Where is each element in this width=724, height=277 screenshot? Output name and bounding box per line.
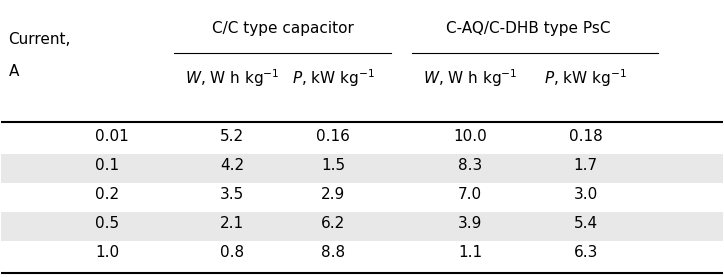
Text: 1.0: 1.0: [95, 245, 119, 260]
Text: 3.0: 3.0: [573, 187, 598, 202]
Text: 0.5: 0.5: [95, 216, 119, 231]
Text: 5.4: 5.4: [573, 216, 597, 231]
Text: 0.2: 0.2: [95, 187, 119, 202]
Text: 6.3: 6.3: [573, 245, 598, 260]
Text: 6.2: 6.2: [321, 216, 345, 231]
Text: 0.1: 0.1: [95, 158, 119, 173]
Text: 2.9: 2.9: [321, 187, 345, 202]
Text: 0.01: 0.01: [95, 129, 129, 144]
Text: 1.5: 1.5: [321, 158, 345, 173]
Text: 3.5: 3.5: [220, 187, 244, 202]
FancyBboxPatch shape: [1, 154, 723, 183]
Text: C/C type capacitor: C/C type capacitor: [211, 20, 353, 35]
Text: 0.8: 0.8: [220, 245, 244, 260]
Text: 5.2: 5.2: [220, 129, 244, 144]
Text: 4.2: 4.2: [220, 158, 244, 173]
Text: $\it{P}$, kW kg$^{-1}$: $\it{P}$, kW kg$^{-1}$: [292, 67, 374, 89]
Text: 7.0: 7.0: [458, 187, 482, 202]
Text: 2.1: 2.1: [220, 216, 244, 231]
FancyBboxPatch shape: [1, 212, 723, 241]
Text: 1.1: 1.1: [458, 245, 482, 260]
Text: Current,: Current,: [9, 32, 71, 47]
Text: 0.18: 0.18: [569, 129, 602, 144]
Text: $\it{W}$, W h kg$^{-1}$: $\it{W}$, W h kg$^{-1}$: [423, 67, 518, 89]
Text: 10.0: 10.0: [453, 129, 487, 144]
Text: 0.16: 0.16: [316, 129, 350, 144]
Text: 8.8: 8.8: [321, 245, 345, 260]
Text: A: A: [9, 65, 19, 79]
Text: 8.3: 8.3: [458, 158, 482, 173]
Text: $\it{P}$, kW kg$^{-1}$: $\it{P}$, kW kg$^{-1}$: [544, 67, 627, 89]
Text: $\it{W}$, W h kg$^{-1}$: $\it{W}$, W h kg$^{-1}$: [185, 67, 279, 89]
Text: C-AQ/C-DHB type PsC: C-AQ/C-DHB type PsC: [446, 20, 610, 35]
Text: 3.9: 3.9: [458, 216, 482, 231]
Text: 1.7: 1.7: [573, 158, 597, 173]
